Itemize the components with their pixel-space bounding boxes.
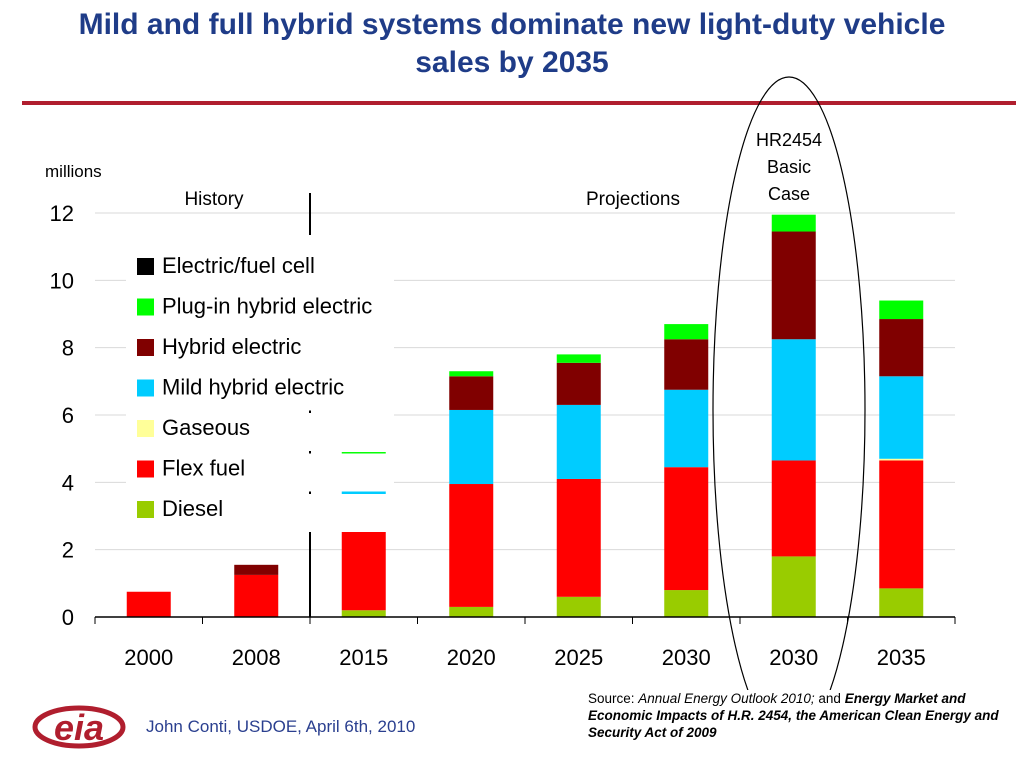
source-note: Source: Annual Energy Outlook 2010; and … xyxy=(588,690,1008,741)
x-tick-label: 2008 xyxy=(232,645,281,670)
highlight-label-line-3: Case xyxy=(768,184,810,204)
bar-segment xyxy=(879,458,924,461)
legend-swatch xyxy=(137,298,154,316)
source-prefix: Source: xyxy=(588,691,639,706)
eia-logo-text: eia xyxy=(54,707,104,748)
footer-author: John Conti, USDOE, April 6th, 2010 xyxy=(146,717,416,736)
bar-segment xyxy=(771,231,816,340)
bar-segment xyxy=(879,300,924,320)
bar-segment xyxy=(879,376,924,459)
bar-segment xyxy=(879,588,924,617)
source-doc-1: Annual Energy Outlook 2010; xyxy=(638,691,815,706)
legend-label: Plug-in hybrid electric xyxy=(162,294,372,319)
highlight-label-line-2: Basic xyxy=(767,157,811,177)
bar-segment xyxy=(556,404,601,479)
bar-segment xyxy=(664,590,709,617)
bar-segment xyxy=(341,610,386,617)
y-axis-label: millions xyxy=(45,162,102,181)
legend-swatch xyxy=(137,379,154,397)
bar-segment xyxy=(664,339,709,390)
legend-swatch xyxy=(137,460,154,478)
bar-segment xyxy=(771,339,816,461)
bar-segment xyxy=(556,362,601,405)
legend-label: Flex fuel xyxy=(162,456,245,481)
eia-logo-ring xyxy=(32,705,126,749)
bar-segment xyxy=(556,478,601,597)
x-tick-label: 2035 xyxy=(877,645,926,670)
legend-item-background xyxy=(126,372,394,411)
legend-label: Hybrid electric xyxy=(162,334,301,359)
legend-swatch xyxy=(137,420,154,437)
bar-segment xyxy=(234,574,279,617)
source-doc-2: Energy Market and Economic Impacts of H.… xyxy=(588,691,999,740)
y-tick-labels: 0 2 4 6 8 10 12 xyxy=(50,201,74,630)
bar-segment xyxy=(771,460,816,557)
legend-item-background xyxy=(126,332,394,370)
bar-segment xyxy=(449,606,494,617)
legend-item-background xyxy=(126,453,394,492)
x-tick-label: 2030 xyxy=(662,645,711,670)
y-tick-label: 10 xyxy=(50,268,74,293)
y-tick-label: 12 xyxy=(50,201,74,226)
bar-segment xyxy=(664,389,709,468)
legend: Electric/fuel cell Plug-in hybrid electri… xyxy=(126,251,394,532)
y-tick-label: 6 xyxy=(62,403,74,428)
legend-item-background xyxy=(126,251,394,289)
y-tick-label: 0 xyxy=(62,605,74,630)
bar-segment xyxy=(449,371,494,377)
x-tick-labels: 2000 2008 2015 2020 2025 2030 2030 2035 xyxy=(124,645,925,670)
x-tick-label: 2015 xyxy=(339,645,388,670)
bar-segment xyxy=(449,376,494,410)
bar-segment xyxy=(771,556,816,617)
hr2454-highlight: HR2454 Basic Case xyxy=(712,76,866,690)
bar-segment xyxy=(556,354,601,363)
bar-segment xyxy=(664,324,709,340)
bar-segment xyxy=(126,591,171,617)
eia-logo: eia xyxy=(32,705,126,749)
highlight-label-line-1: HR2454 xyxy=(756,130,822,150)
highlight-ellipse xyxy=(712,76,866,690)
y-tick-label: 2 xyxy=(62,538,74,563)
y-tick-label: 8 xyxy=(62,336,74,361)
y-tick-label: 4 xyxy=(62,470,74,495)
source-mid: and xyxy=(814,691,845,706)
bar-segment xyxy=(234,564,279,575)
projections-label: Projections xyxy=(586,189,680,210)
legend-item-background xyxy=(126,413,394,451)
bar-segment xyxy=(556,596,601,617)
legend-item-background xyxy=(126,291,394,330)
bar-segment xyxy=(879,460,924,589)
legend-label: Diesel xyxy=(162,496,223,521)
page-title: Mild and full hybrid systems dominate ne… xyxy=(78,8,946,79)
x-tick-label: 2030 xyxy=(769,645,818,670)
legend-label: Mild hybrid electric xyxy=(162,375,344,400)
bar-segment xyxy=(449,484,494,607)
legend-item-background xyxy=(126,494,394,532)
axes xyxy=(94,616,956,624)
title-divider xyxy=(22,101,1016,105)
legend-swatch xyxy=(137,501,154,518)
bar-segment xyxy=(879,319,924,377)
x-tick-label: 2020 xyxy=(447,645,496,670)
bar-segment xyxy=(771,214,816,232)
legend-swatch xyxy=(137,339,154,356)
legend-label: Gaseous xyxy=(162,415,250,440)
x-tick-label: 2025 xyxy=(554,645,603,670)
history-label: History xyxy=(184,189,244,210)
bar-segment xyxy=(664,467,709,591)
legend-label: Electric/fuel cell xyxy=(162,253,315,278)
bar-segment xyxy=(449,409,494,485)
legend-swatch xyxy=(137,258,154,275)
x-tick-label: 2000 xyxy=(124,645,173,670)
